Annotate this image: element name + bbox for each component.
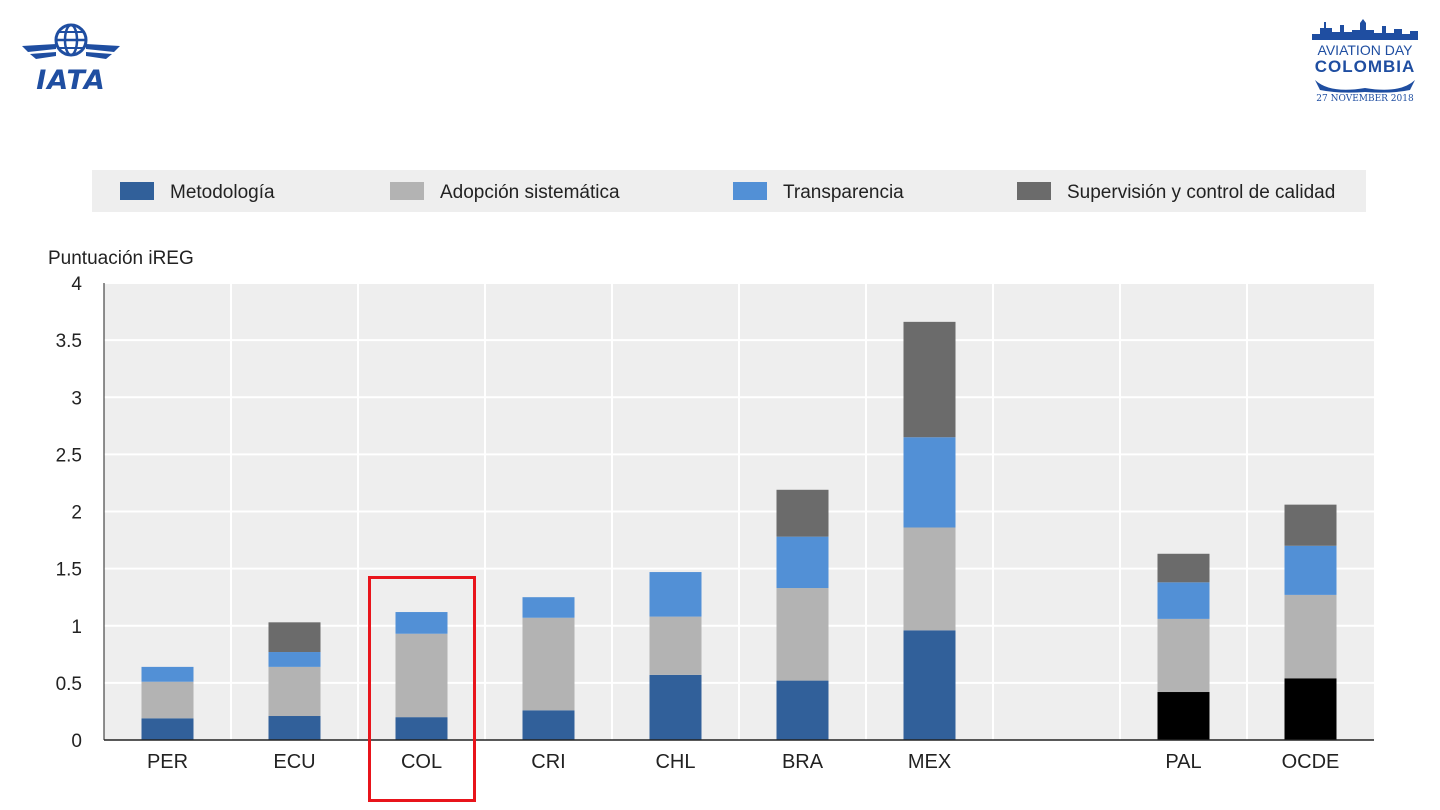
x-tick-label-COL: COL [401,751,442,773]
bar-CRI-1 [522,617,575,711]
iata-logo: IATA [20,22,122,96]
y-tick-label-7: 3.5 [56,331,82,352]
bar-PAL-1 [1157,618,1210,693]
legend-label-3: Supervisión y control de calidad [1067,182,1335,203]
aviation-day-title: AVIATION DAY [1317,42,1413,58]
legend-swatch-1 [390,182,424,200]
y-tick-label-0: 0 [71,731,82,752]
legend-swatch-0 [120,182,154,200]
y-axis-label: Puntuación iREG [48,248,194,269]
bar-ECU-2 [268,652,321,667]
bar-OCDE-2 [1284,545,1337,595]
bar-PAL-2 [1157,582,1210,619]
bar-CRI-2 [522,597,575,618]
globe-wings-icon [22,23,120,59]
x-tick-label-PER: PER [147,751,188,773]
bar-PER-0 [141,718,194,740]
legend-label-2: Transparencia [783,182,904,203]
y-tick-label-5: 2.5 [56,445,82,466]
foliage-icon [1315,80,1415,93]
bar-COL-1 [395,633,448,718]
x-tick-label-PAL: PAL [1165,751,1201,773]
bar-CRI-0 [522,710,575,740]
x-tick-label-MEX: MEX [908,751,951,773]
iata-logo-text: IATA [36,65,106,96]
y-tick-label-6: 3 [71,388,82,409]
bar-CHL-1 [649,616,702,675]
bar-OCDE-3 [1284,504,1337,546]
legend-swatch-2 [733,182,767,200]
bar-CHL-2 [649,572,702,617]
bar-OCDE-1 [1284,594,1337,679]
bar-MEX-3 [903,321,956,438]
bar-PER-2 [141,666,194,682]
x-tick-label-OCDE: OCDE [1282,751,1340,773]
bar-PER-1 [141,681,194,719]
city-skyline-icon [1312,19,1418,40]
bar-MEX-1 [903,527,956,631]
bar-PAL-0 [1157,692,1210,740]
y-tick-label-4: 2 [71,503,82,524]
bar-PAL-3 [1157,553,1210,583]
x-tick-label-CHL: CHL [655,751,695,773]
bar-CHL-0 [649,674,702,740]
bar-COL-2 [395,612,448,634]
x-tick-label-BRA: BRA [782,751,824,773]
y-tick-label-3: 1.5 [56,560,82,581]
aviation-day-date: 27 NOVEMBER 2018 [1316,94,1414,104]
bar-OCDE-0 [1284,678,1337,740]
bars [141,321,1337,740]
bar-MEX-0 [903,630,956,740]
legend-label-0: Metodología [170,182,275,203]
aviation-day-country: COLOMBIA [1314,57,1416,76]
x-tick-label-CRI: CRI [531,751,565,773]
bar-ECU-3 [268,622,321,653]
bar-ECU-0 [268,716,321,740]
y-tick-label-2: 1 [71,617,82,638]
bar-MEX-2 [903,437,956,528]
legend-background [92,170,1366,212]
bar-BRA-2 [776,536,829,589]
legend-label-1: Adopción sistemática [440,182,620,203]
legend: Metodología Adopción sistemática Transpare… [120,182,1335,203]
x-tick-labels: PER ECU COL CRI CHL BRA MEX PAL OCDE [147,751,1339,773]
x-tick-label-ECU: ECU [273,751,315,773]
bar-BRA-3 [776,489,829,537]
bar-ECU-1 [268,666,321,717]
aviation-day-logo: AVIATION DAY COLOMBIA 27 NOVEMBER 2018 [1310,18,1420,110]
y-tick-label-1: 0.5 [56,674,82,695]
bar-BRA-1 [776,588,829,681]
col-highlight-box [368,576,476,802]
legend-swatch-3 [1017,182,1051,200]
bar-BRA-0 [776,680,829,740]
y-tick-labels: 0 0.5 1 1.5 2 2.5 3 3.5 4 [56,274,83,752]
y-tick-label-8: 4 [71,274,82,295]
bar-COL-0 [395,717,448,740]
